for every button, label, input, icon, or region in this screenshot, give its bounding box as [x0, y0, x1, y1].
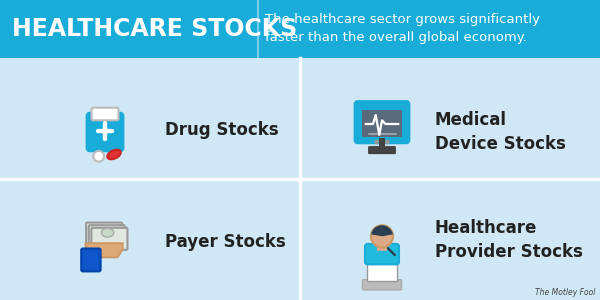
FancyBboxPatch shape — [91, 108, 119, 120]
Circle shape — [386, 140, 389, 144]
FancyBboxPatch shape — [89, 225, 125, 247]
FancyBboxPatch shape — [368, 146, 396, 154]
Text: HEALTHCARE STOCKS: HEALTHCARE STOCKS — [12, 17, 297, 41]
Ellipse shape — [107, 150, 121, 159]
FancyBboxPatch shape — [86, 223, 122, 244]
Polygon shape — [86, 243, 122, 257]
FancyBboxPatch shape — [362, 280, 401, 290]
Text: The healthcare sector grows significantly
faster than the overall global economy: The healthcare sector grows significantl… — [265, 14, 540, 44]
FancyBboxPatch shape — [367, 258, 397, 281]
FancyBboxPatch shape — [87, 113, 123, 151]
FancyBboxPatch shape — [81, 248, 101, 272]
Bar — [362, 110, 402, 136]
FancyBboxPatch shape — [91, 228, 127, 250]
Text: Payer Stocks: Payer Stocks — [165, 233, 286, 251]
Circle shape — [94, 151, 104, 162]
Ellipse shape — [101, 228, 114, 237]
Text: The Motley Fool: The Motley Fool — [535, 288, 595, 297]
Text: Medical
Device Stocks: Medical Device Stocks — [435, 111, 566, 153]
FancyBboxPatch shape — [377, 241, 387, 251]
Text: Drug Stocks: Drug Stocks — [165, 121, 278, 139]
Circle shape — [375, 140, 378, 144]
FancyBboxPatch shape — [355, 101, 409, 143]
Bar — [379, 138, 385, 149]
Text: Healthcare
Provider Stocks: Healthcare Provider Stocks — [435, 219, 583, 261]
Circle shape — [371, 225, 393, 247]
Wedge shape — [371, 225, 393, 236]
Bar — [0, 0, 600, 58]
FancyBboxPatch shape — [365, 244, 399, 264]
